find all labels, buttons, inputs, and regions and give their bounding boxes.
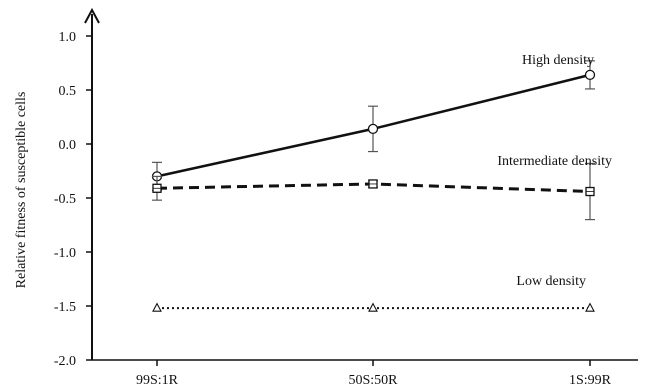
y-axis-title: Relative fitness of susceptible cells [14, 92, 29, 289]
data-point [152, 302, 162, 312]
y-tick-label: -1.5 [54, 300, 76, 315]
y-ticks: 1.0 0.5 0.0 -0.5 -1.0 -1.5 -2.0 [54, 30, 92, 369]
x-tick-label: 1S:99R [569, 373, 612, 388]
y-axis-arrow [84, 7, 100, 24]
x-tick-label: 99S:1R [136, 373, 179, 388]
data-point [584, 69, 596, 81]
data-point [368, 302, 378, 312]
y-tick-label: -2.0 [54, 354, 76, 369]
series-label: High density [522, 53, 594, 68]
series-label: Low density [516, 274, 586, 289]
y-tick-label: 0.5 [59, 84, 77, 99]
data-point [585, 302, 595, 312]
y-tick-label: -1.0 [54, 246, 76, 261]
x-tick-label: 50S:50R [348, 373, 398, 388]
y-tick-label: -0.5 [54, 192, 76, 207]
series-layer: High density Intermediate density Low dens… [151, 53, 612, 312]
series-label: Intermediate density [497, 154, 612, 169]
y-tick-label: 1.0 [59, 30, 77, 45]
x-ticks: 99S:1R 50S:50R 1S:99R [136, 360, 612, 388]
data-point [367, 123, 379, 135]
y-tick-label: 0.0 [59, 138, 77, 153]
